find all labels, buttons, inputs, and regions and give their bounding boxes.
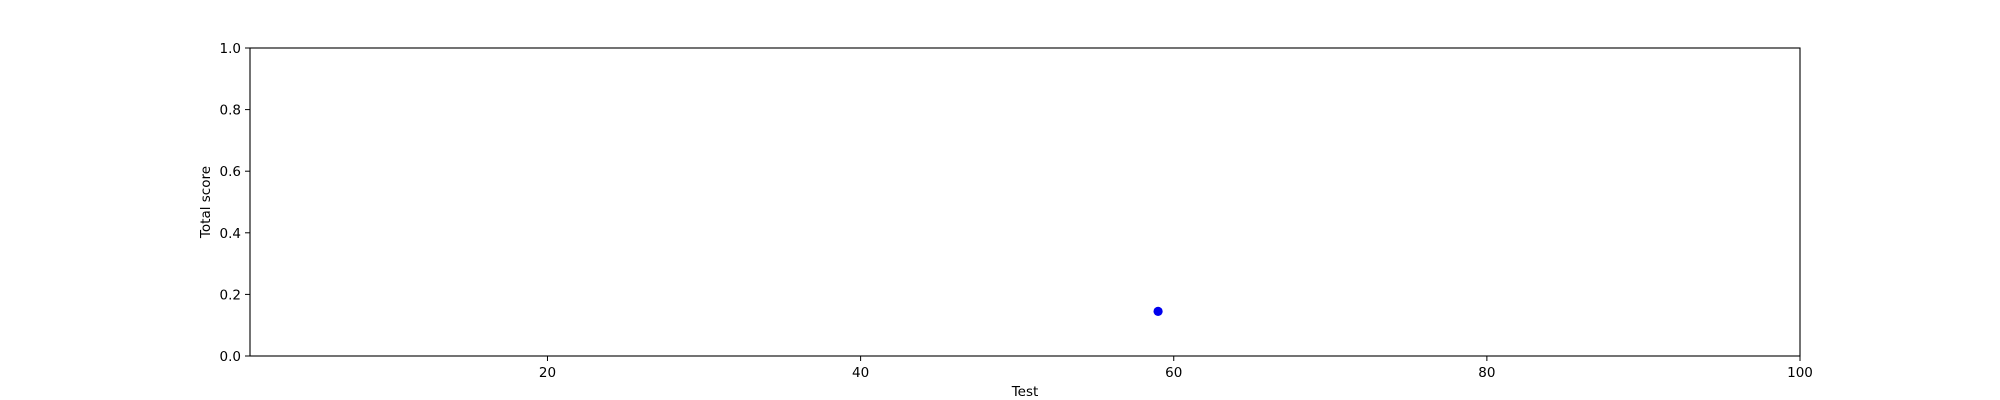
y-tick-label: 0.8 bbox=[220, 103, 241, 119]
y-axis-ticks: 0.0 0.2 0.4 0.6 0.8 1.0 bbox=[220, 41, 250, 365]
data-points bbox=[1153, 306, 1163, 316]
x-tick-label: 20 bbox=[539, 365, 556, 381]
y-axis-label: Total score bbox=[198, 166, 214, 239]
y-tick-label: 1.0 bbox=[220, 41, 241, 57]
x-axis-ticks: 20 40 60 80 100 bbox=[539, 356, 1813, 381]
x-tick-label: 60 bbox=[1165, 365, 1182, 381]
x-tick-label: 100 bbox=[1787, 365, 1813, 381]
y-tick-label: 0.4 bbox=[220, 226, 241, 242]
y-tick-label: 0.0 bbox=[220, 349, 241, 365]
data-point bbox=[1153, 306, 1163, 316]
plot-frame bbox=[249, 47, 1801, 357]
plot-area bbox=[249, 47, 1801, 357]
y-tick-label: 0.2 bbox=[220, 287, 241, 303]
x-axis-label: Test bbox=[1011, 384, 1039, 400]
x-tick-label: 80 bbox=[1478, 365, 1495, 381]
x-tick-label: 40 bbox=[852, 365, 869, 381]
y-tick-label: 0.6 bbox=[220, 164, 241, 180]
